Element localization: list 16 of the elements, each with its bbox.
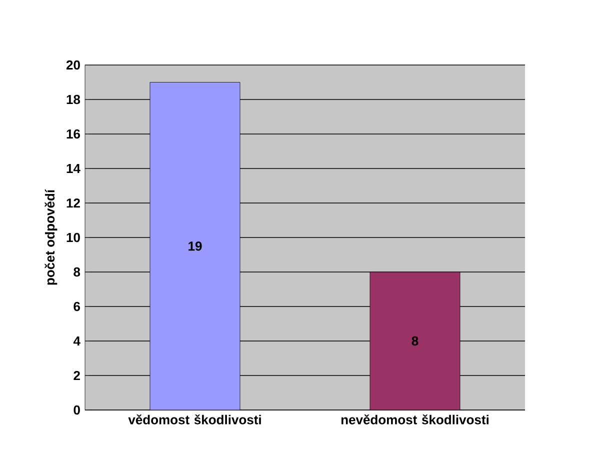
- y-tick-label: 16: [66, 129, 80, 139]
- y-tick-label: 18: [66, 94, 80, 104]
- y-tick-label: 4: [73, 336, 80, 346]
- y-tick-label: 8: [74, 267, 80, 277]
- y-tick-label: 14: [66, 164, 80, 173]
- y-tick-label: 6: [74, 302, 80, 312]
- data-label: 8: [412, 336, 418, 346]
- y-axis-title: počet odpovědí: [44, 189, 58, 285]
- y-tick-label: 20: [66, 60, 80, 70]
- y-tick-label: 10: [66, 232, 80, 242]
- data-label: 19: [188, 242, 202, 251]
- y-tick-label: 0: [74, 405, 80, 415]
- x-tick-label: vědomost škodlivosti: [128, 414, 261, 424]
- y-tick-label: 12: [66, 198, 80, 208]
- y-tick-label: 2: [74, 370, 80, 380]
- x-tick-label: nevědomost škodlivosti: [341, 414, 488, 424]
